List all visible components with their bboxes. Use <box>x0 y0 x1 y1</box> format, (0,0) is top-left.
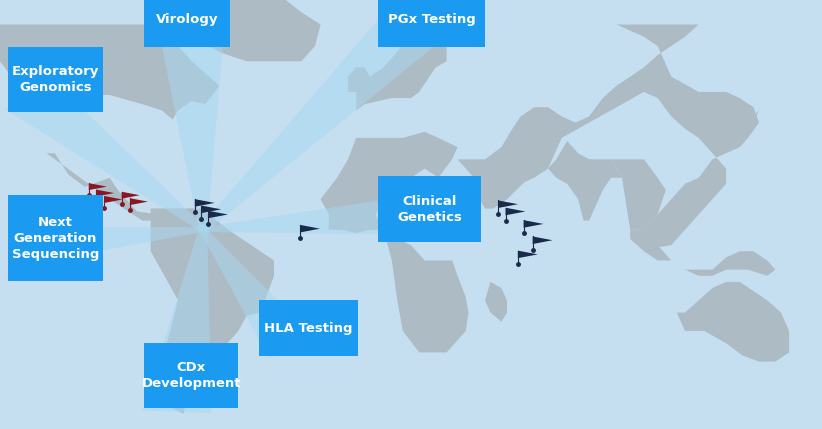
Polygon shape <box>150 208 274 414</box>
Polygon shape <box>4 88 206 231</box>
Polygon shape <box>200 229 323 357</box>
Polygon shape <box>122 192 140 199</box>
Text: CDx
Development: CDx Development <box>141 361 241 390</box>
Text: Virology: Virology <box>155 13 219 26</box>
Polygon shape <box>348 67 376 92</box>
Polygon shape <box>524 220 543 228</box>
Text: Clinical
Genetics: Clinical Genetics <box>397 195 462 224</box>
Polygon shape <box>498 200 518 208</box>
Polygon shape <box>27 227 204 262</box>
FancyBboxPatch shape <box>378 0 485 47</box>
Polygon shape <box>199 7 458 231</box>
Polygon shape <box>321 132 469 352</box>
Polygon shape <box>384 24 446 73</box>
Polygon shape <box>130 198 148 205</box>
Polygon shape <box>202 194 432 235</box>
Polygon shape <box>485 282 507 322</box>
FancyBboxPatch shape <box>8 47 103 112</box>
Polygon shape <box>726 110 759 147</box>
Polygon shape <box>104 196 122 203</box>
Text: Exploratory
Genomics: Exploratory Genomics <box>12 65 99 94</box>
Polygon shape <box>630 230 775 276</box>
Polygon shape <box>611 159 666 230</box>
Polygon shape <box>208 211 228 218</box>
Text: HLA Testing: HLA Testing <box>264 322 353 335</box>
Text: PGx Testing: PGx Testing <box>388 13 475 26</box>
Polygon shape <box>0 24 219 120</box>
Polygon shape <box>89 183 107 190</box>
Polygon shape <box>156 17 225 230</box>
Polygon shape <box>458 159 534 208</box>
FancyBboxPatch shape <box>8 195 103 281</box>
Polygon shape <box>201 205 221 213</box>
Polygon shape <box>518 251 538 258</box>
Polygon shape <box>142 230 211 413</box>
FancyBboxPatch shape <box>144 0 230 47</box>
Polygon shape <box>533 236 552 244</box>
Polygon shape <box>195 199 215 207</box>
FancyBboxPatch shape <box>378 176 481 242</box>
Polygon shape <box>506 208 525 215</box>
Polygon shape <box>446 24 759 248</box>
Polygon shape <box>343 30 446 135</box>
Polygon shape <box>47 153 159 221</box>
FancyBboxPatch shape <box>144 343 238 408</box>
Polygon shape <box>192 0 321 61</box>
Text: Next
Generation
Sequencing: Next Generation Sequencing <box>12 216 99 260</box>
FancyBboxPatch shape <box>259 300 358 356</box>
Polygon shape <box>548 141 622 221</box>
Polygon shape <box>300 225 320 233</box>
Polygon shape <box>677 282 789 362</box>
Polygon shape <box>96 190 114 196</box>
